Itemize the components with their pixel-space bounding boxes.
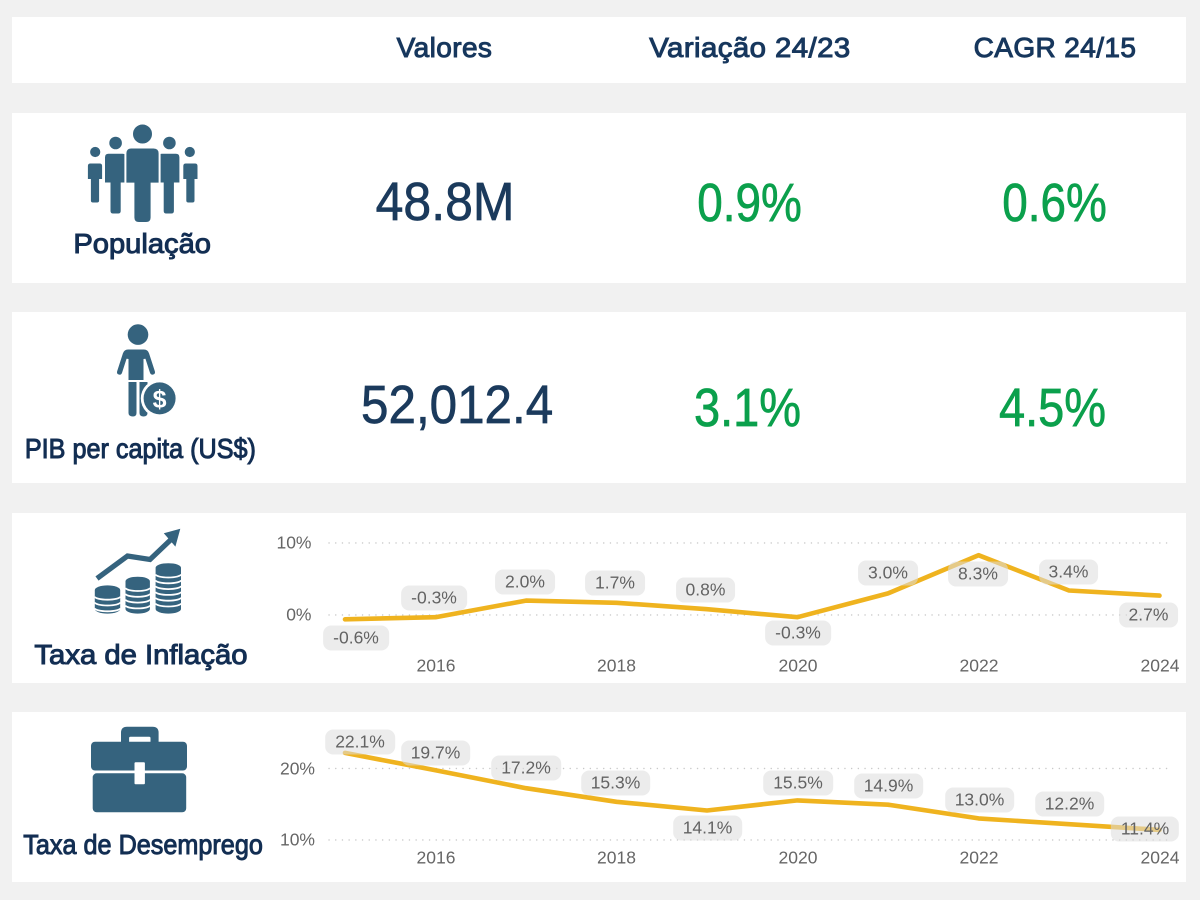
svg-text:$: $ bbox=[153, 385, 167, 413]
